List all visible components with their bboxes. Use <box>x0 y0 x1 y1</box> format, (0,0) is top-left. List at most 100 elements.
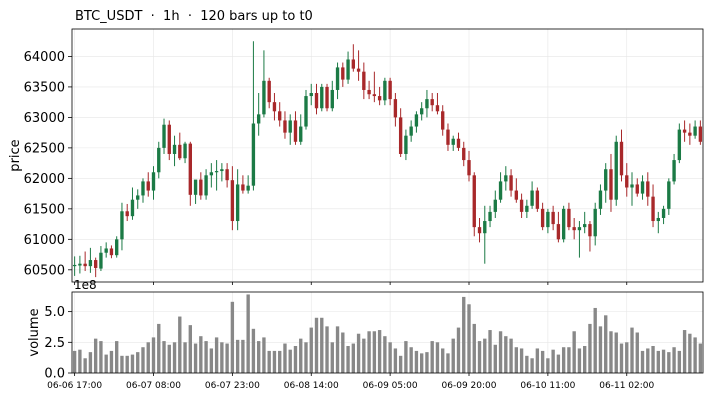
volume-bar <box>246 294 250 373</box>
volume-bar <box>346 346 350 373</box>
candle-body <box>362 71 366 90</box>
candle-body <box>78 263 82 266</box>
candle-body <box>693 126 697 136</box>
candle-body <box>104 248 108 253</box>
volume-bar <box>535 348 540 373</box>
candle-body <box>677 129 682 161</box>
candle-body <box>535 190 540 209</box>
time-x-tick-label: 06-11 02:00 <box>599 381 654 391</box>
candle-body <box>88 260 93 267</box>
volume-bar <box>377 330 382 373</box>
candle-body <box>472 175 476 228</box>
candle-body <box>656 217 660 222</box>
volume-bar <box>456 327 461 373</box>
volume-bar <box>677 350 682 373</box>
candle-body <box>488 211 492 222</box>
candle-body <box>467 160 471 176</box>
volume-bar <box>493 344 497 373</box>
volume-bar <box>672 347 676 373</box>
candle-body <box>341 67 345 80</box>
volume-bar <box>598 326 603 373</box>
volume-bar <box>425 352 429 373</box>
price-plot-frame <box>71 28 704 283</box>
volume-bar <box>262 337 266 373</box>
volume-bar <box>388 342 392 373</box>
volume-axis-label: volume <box>27 308 42 356</box>
candle-body <box>419 108 424 115</box>
candle-body <box>667 181 671 209</box>
candle-body <box>540 208 545 228</box>
volume-bar <box>546 358 550 373</box>
candle-body <box>99 252 103 269</box>
volume-bar <box>551 349 555 373</box>
volume-bar <box>383 336 387 373</box>
volume-bar <box>556 354 561 373</box>
volume-bar <box>209 348 214 373</box>
candle-body <box>204 175 208 196</box>
volume-bar <box>661 349 666 373</box>
candle-body <box>640 181 645 194</box>
volume-bar <box>451 338 455 373</box>
candle-body <box>398 117 403 154</box>
volume-bar <box>504 336 508 373</box>
candle-body <box>530 190 534 206</box>
candle-body <box>241 184 245 191</box>
volume-bar <box>120 355 124 373</box>
volume-y-axis-ticks: 0.0 2.5 5.0 <box>44 305 72 382</box>
candle-body <box>141 181 145 196</box>
volume-plot-frame <box>71 291 704 374</box>
volume-bar <box>109 350 114 373</box>
candle-body <box>325 86 329 109</box>
volume-bar <box>356 333 361 373</box>
volume-bar <box>204 341 208 373</box>
candle-body <box>330 89 334 109</box>
volume-bar <box>477 341 482 373</box>
candle-body <box>630 184 634 188</box>
volume-bar <box>514 347 519 373</box>
volume-bar <box>162 341 166 373</box>
volume-bar <box>99 341 103 373</box>
candle-body <box>504 175 508 182</box>
volume-bar <box>157 323 161 373</box>
candle-body <box>498 181 503 200</box>
candle-body <box>619 141 624 176</box>
candle-body <box>183 143 187 159</box>
candle-body <box>441 111 445 130</box>
candle-body <box>246 185 250 191</box>
volume-bar <box>635 332 639 373</box>
volume-bar-series <box>72 294 703 373</box>
time-x-tick-label: 06-06 17:00 <box>47 381 102 391</box>
chart-title: BTC_USDT · 1h · 120 bars up to t0 <box>75 9 313 24</box>
volume-bar <box>178 316 182 373</box>
volume-bar <box>351 343 356 373</box>
candle-body <box>235 184 240 222</box>
volume-bar <box>367 331 371 373</box>
candle-body <box>151 172 156 191</box>
volume-bar <box>646 348 650 373</box>
price-gridlines <box>72 29 703 285</box>
volume-bar <box>183 342 187 373</box>
volume-bar <box>325 326 329 373</box>
time-x-tick-label: 06-09 05:00 <box>363 381 418 391</box>
volume-bar <box>561 347 566 373</box>
volume-bar <box>483 338 487 373</box>
volume-bar <box>583 346 587 373</box>
candle-body <box>672 160 676 182</box>
time-x-axis-ticks: 06-06 17:00 06-07 08:00 06-07 23:00 06-08 1… <box>47 373 655 391</box>
volume-bar <box>335 326 340 373</box>
volume-bar <box>225 343 229 373</box>
volume-bar <box>519 348 524 373</box>
volume-bar <box>398 355 403 373</box>
volume-gridlines <box>72 292 703 374</box>
volume-bar <box>151 337 156 373</box>
candle-body <box>561 208 566 240</box>
price-y-tick-label: 61500 <box>24 202 65 217</box>
candle-body <box>519 199 524 212</box>
volume-bar <box>698 343 703 373</box>
candle-body <box>214 171 219 173</box>
candle-body <box>209 172 214 176</box>
volume-bar <box>104 354 108 373</box>
volume-bar <box>619 343 624 373</box>
volume-bar <box>640 350 645 373</box>
volume-bar <box>651 346 655 373</box>
